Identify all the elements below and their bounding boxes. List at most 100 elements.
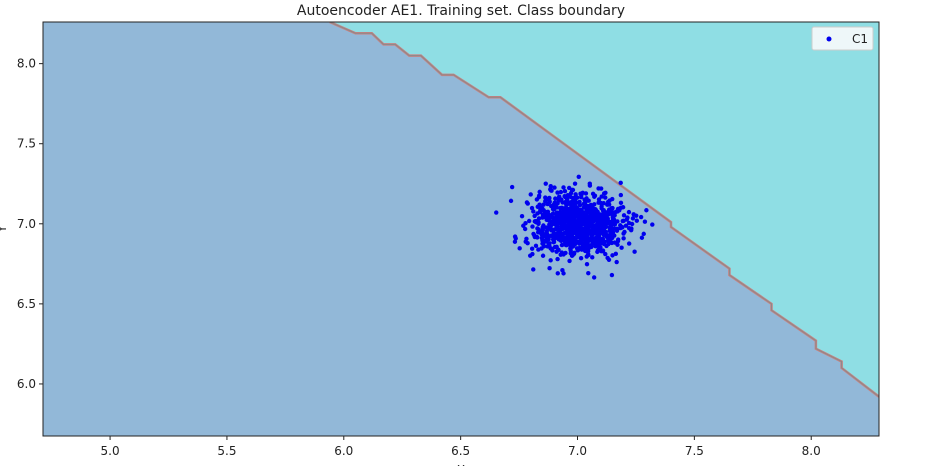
data-point: [604, 224, 609, 229]
y-tick-label: 6.0: [17, 377, 36, 391]
data-point: [641, 231, 646, 237]
data-point: [551, 207, 557, 212]
data-point: [613, 209, 619, 214]
data-point: [579, 192, 584, 198]
data-point: [570, 243, 576, 249]
data-point: [584, 238, 590, 243]
data-point: [606, 209, 612, 214]
y-tick-label: 6.5: [17, 297, 36, 311]
class-boundary-edge: [329, 22, 879, 398]
data-point: [543, 198, 548, 204]
data-point: [609, 228, 615, 233]
data-point: [601, 200, 606, 206]
data-point: [543, 195, 548, 200]
data-point: [548, 188, 554, 193]
data-point: [540, 253, 546, 258]
data-point: [551, 202, 556, 208]
data-point: [592, 217, 598, 222]
data-point: [587, 217, 593, 223]
data-point: [583, 202, 588, 207]
data-point: [565, 216, 571, 221]
data-point: [612, 213, 617, 218]
legend-label-c1: C1: [852, 32, 868, 46]
chart-title: Autoencoder AE1. Training set. Class bou…: [297, 3, 625, 19]
data-point: [621, 236, 626, 241]
data-point: [538, 207, 543, 213]
data-point: [597, 243, 602, 249]
data-point: [555, 230, 561, 235]
data-point: [615, 238, 621, 244]
data-point: [650, 222, 655, 227]
data-point: [509, 184, 515, 190]
data-point: [583, 228, 588, 233]
data-point: [577, 226, 582, 231]
data-point: [561, 217, 566, 223]
data-point: [522, 226, 528, 232]
y-tick-label: 8.0: [17, 57, 36, 71]
data-point: [594, 224, 600, 229]
data-point: [568, 231, 574, 237]
data-point: [581, 210, 586, 216]
data-point: [601, 241, 607, 247]
data-point: [642, 219, 648, 224]
data-point: [494, 210, 499, 215]
data-point: [555, 190, 560, 195]
data-point: [586, 245, 592, 251]
data-point: [532, 219, 537, 224]
data-point: [609, 272, 615, 278]
data-point: [623, 223, 629, 228]
data-point: [590, 229, 595, 234]
data-point: [570, 204, 575, 209]
data-point: [576, 174, 581, 179]
data-point: [591, 275, 597, 280]
data-point: [540, 215, 545, 220]
data-point: [543, 181, 548, 186]
data-point: [547, 266, 552, 271]
data-point: [539, 232, 545, 238]
data-point: [618, 180, 623, 186]
x-tick-label: 5.0: [101, 444, 120, 458]
data-point: [561, 221, 567, 227]
data-point: [575, 195, 580, 200]
data-point: [536, 193, 542, 198]
data-point: [527, 253, 533, 258]
data-point: [587, 214, 592, 219]
data-point: [618, 192, 624, 198]
data-point: [629, 221, 635, 227]
data-point: [599, 249, 604, 254]
data-point: [555, 256, 560, 262]
data-point: [614, 259, 619, 265]
data-point: [566, 219, 572, 225]
scatter-points: [494, 174, 655, 280]
data-point: [558, 189, 564, 195]
data-point: [638, 214, 644, 220]
data-point: [606, 241, 611, 247]
data-point: [595, 248, 601, 253]
data-point: [611, 217, 617, 222]
data-point: [564, 242, 569, 248]
legend-box: [811, 26, 874, 51]
data-point: [593, 244, 598, 249]
data-point: [578, 255, 584, 261]
data-point: [575, 247, 581, 253]
data-point: [603, 190, 608, 195]
data-point: [598, 186, 604, 191]
data-point: [548, 183, 553, 189]
data-point: [596, 217, 601, 222]
data-point: [573, 200, 578, 206]
x-axis-label: X: [457, 463, 465, 466]
data-point: [512, 239, 518, 244]
data-point: [610, 196, 615, 202]
data-point: [564, 202, 569, 208]
data-point: [621, 213, 627, 218]
data-point: [547, 222, 552, 227]
data-point: [546, 218, 551, 223]
data-point: [563, 225, 568, 231]
data-point: [576, 235, 582, 240]
data-point: [529, 246, 535, 251]
data-point: [556, 236, 561, 242]
x-tick-label: 7.5: [685, 444, 704, 458]
data-point: [525, 241, 530, 246]
data-point: [564, 198, 569, 204]
